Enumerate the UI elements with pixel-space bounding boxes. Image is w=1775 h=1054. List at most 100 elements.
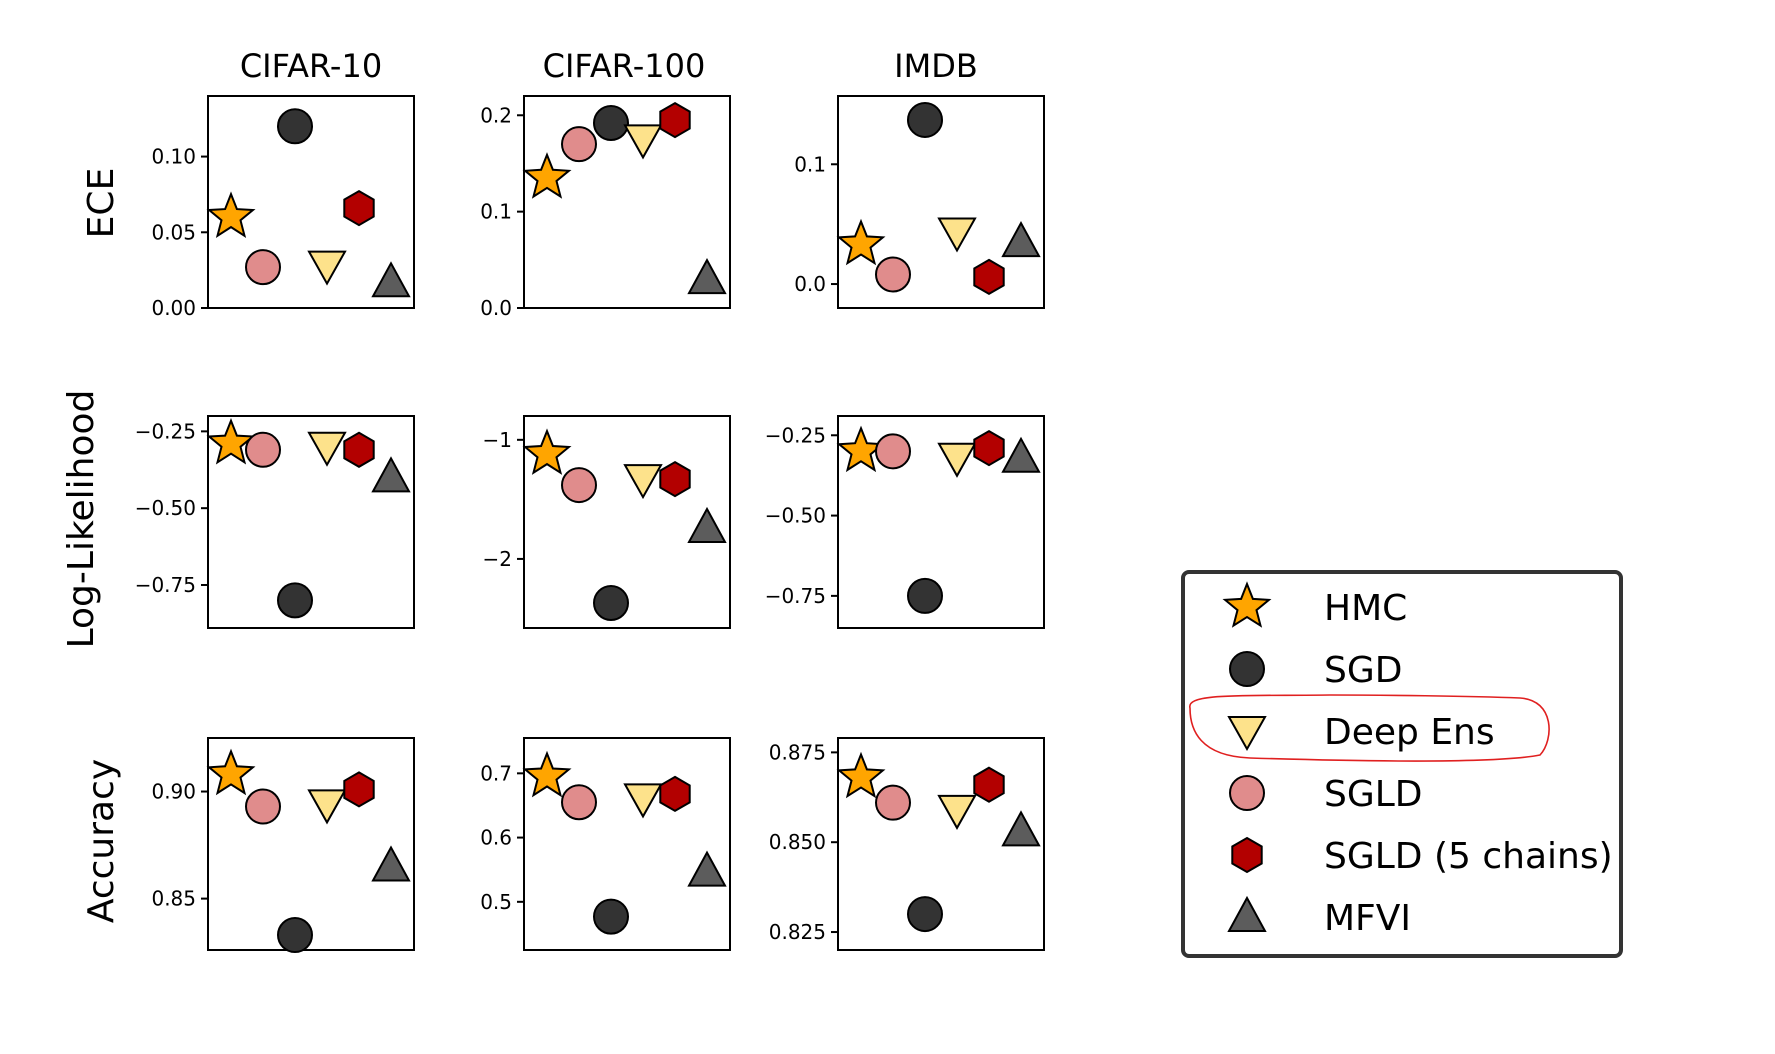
highlight-circle xyxy=(1189,694,1550,762)
row-labels: ECE Log-Likelihood Accuracy xyxy=(61,168,122,924)
legend-label-deep-ens: Deep Ens xyxy=(1324,712,1495,753)
marker-deep-ens xyxy=(623,464,663,500)
subplot-7: 0.85 0.90 xyxy=(151,737,415,954)
y-tick-label: −1 xyxy=(483,428,512,452)
subplot-9: 0.825 0.850 0.875 xyxy=(769,737,1045,951)
marker-sgld xyxy=(875,433,911,470)
subplot-5: −1 −2 xyxy=(483,415,731,629)
subplot-6: −0.25 −0.50 −0.75 xyxy=(765,415,1045,629)
marker-sgd xyxy=(593,584,629,621)
marker-sgld-5-chains xyxy=(343,189,375,227)
y-tick-label: 0.05 xyxy=(151,220,196,244)
marker-sgd xyxy=(277,917,313,954)
marker-deep-ens xyxy=(623,124,663,160)
marker-hmc xyxy=(206,748,256,796)
legend-marker-hmc xyxy=(1222,581,1272,628)
y-tick-label: 0.850 xyxy=(769,830,826,854)
marker-sgd xyxy=(277,108,313,145)
row-label-ece: ECE xyxy=(81,168,122,239)
legend-marker-mfvi xyxy=(1227,895,1267,932)
legend-label-sgld: SGLD xyxy=(1324,774,1423,815)
marker-sgd xyxy=(907,896,943,933)
marker-sgld-5-chains xyxy=(973,258,1005,296)
legend: HMC SGD Deep Ens SGLD SGLD (5 chains) MFVI xyxy=(1181,570,1623,958)
axes-frame xyxy=(837,415,1045,629)
subplot-2: 0.0 0.1 0.2 xyxy=(480,95,731,320)
y-tick-label: −0.25 xyxy=(765,423,826,447)
marker-deep-ens xyxy=(307,431,347,467)
y-tick-label: −0.75 xyxy=(135,573,196,597)
row-label-accuracy: Accuracy xyxy=(81,759,122,923)
row-label-log-likelihood: Log-Likelihood xyxy=(61,390,102,649)
legend-marker-sgld xyxy=(1229,775,1265,811)
subplot-grid: 0.000.050.100.00.10.20.00.1−0.25−0.50−0.… xyxy=(135,95,1045,954)
marker-deep-ens xyxy=(623,783,663,819)
marker-deep-ens xyxy=(937,442,977,478)
axes-frame xyxy=(523,737,731,951)
axes-frame xyxy=(207,415,415,629)
y-tick-label: 0.85 xyxy=(151,887,196,911)
marker-sgld xyxy=(245,788,281,825)
marker-hmc xyxy=(522,152,572,199)
legend-marker-sgd xyxy=(1229,651,1265,687)
marker-sgd xyxy=(593,898,629,935)
marker-sgld-5-chains xyxy=(659,101,691,139)
marker-sgd xyxy=(907,101,943,138)
marker-sgld-5-chains xyxy=(659,460,691,498)
marker-mfvi xyxy=(687,258,727,295)
subplot-4: −0.25 −0.50 −0.75 xyxy=(135,415,415,629)
y-tick-label: 0.10 xyxy=(151,145,196,169)
y-tick-label: −0.50 xyxy=(765,504,826,528)
legend-label-hmc: HMC xyxy=(1324,588,1407,629)
y-tick-label: −0.25 xyxy=(135,419,196,443)
column-titles: CIFAR-10 CIFAR-100 IMDB xyxy=(240,47,978,85)
y-tick-label: −0.75 xyxy=(765,584,826,608)
marker-sgld xyxy=(561,126,597,163)
y-tick-label: 0.00 xyxy=(151,296,196,320)
marker-sgld xyxy=(245,431,281,468)
marker-mfvi xyxy=(687,850,727,887)
axes-frame xyxy=(837,95,1045,309)
legend-marker-deep-ens xyxy=(1227,716,1267,752)
y-tick-label: 0.6 xyxy=(480,826,512,850)
y-tick-label: 0.1 xyxy=(794,152,826,176)
legend-label-mfvi: MFVI xyxy=(1324,898,1411,939)
subplot-1: 0.00 0.05 0.10 xyxy=(151,95,415,320)
marker-hmc xyxy=(522,428,572,475)
axes-frame xyxy=(207,737,415,951)
marker-mfvi xyxy=(1001,810,1041,847)
marker-sgld xyxy=(875,256,911,293)
y-tick-label: 0.825 xyxy=(769,920,826,944)
marker-sgld-5-chains xyxy=(973,429,1005,467)
y-tick-label: −2 xyxy=(483,547,512,571)
axes-frame xyxy=(207,95,415,309)
axes-frame xyxy=(523,415,731,629)
marker-mfvi xyxy=(371,456,411,493)
legend-marker-sgld-5-chains xyxy=(1231,836,1263,874)
marker-sgld-5-chains xyxy=(343,431,375,468)
legend-label-sgld-5-chains: SGLD (5 chains) xyxy=(1324,836,1613,877)
marker-hmc xyxy=(836,218,886,266)
marker-deep-ens xyxy=(307,250,347,286)
y-tick-label: 0.5 xyxy=(480,890,512,914)
y-tick-label: 0.875 xyxy=(769,740,826,764)
marker-sgd xyxy=(907,577,943,614)
y-tick-label: 0.1 xyxy=(480,200,512,224)
y-tick-label: −0.50 xyxy=(135,496,196,520)
marker-deep-ens xyxy=(937,794,977,830)
column-title-cifar100: CIFAR-100 xyxy=(543,47,706,85)
y-tick-label: 0.2 xyxy=(480,103,512,127)
legend-frame xyxy=(1181,570,1623,958)
marker-hmc xyxy=(206,191,256,239)
marker-deep-ens xyxy=(937,217,977,253)
marker-sgld-5-chains xyxy=(973,766,1005,803)
marker-mfvi xyxy=(1001,436,1041,473)
axes-frame xyxy=(837,737,1045,951)
marker-sgld-5-chains xyxy=(343,771,375,808)
marker-deep-ens xyxy=(307,789,347,825)
marker-hmc xyxy=(836,751,886,799)
marker-sgld xyxy=(561,467,597,504)
marker-hmc xyxy=(206,417,256,465)
marker-mfvi xyxy=(371,845,411,882)
